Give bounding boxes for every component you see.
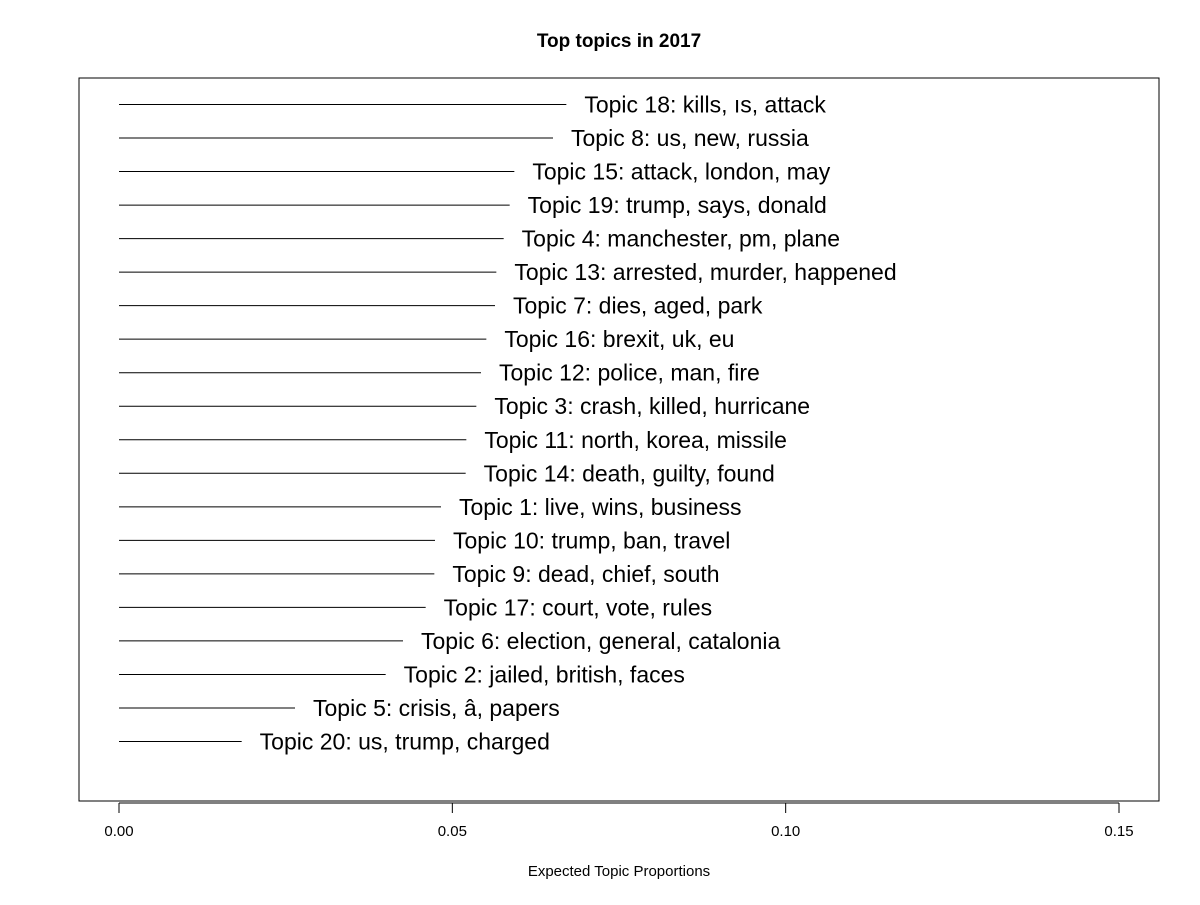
x-axis-title: Expected Topic Proportions bbox=[528, 863, 710, 880]
plot-frame bbox=[78, 77, 1160, 802]
topic-label: Topic 11: north, korea, missile bbox=[484, 427, 787, 453]
topic-label: Topic 6: election, general, catalonia bbox=[421, 628, 780, 654]
chart-title: Top topics in 2017 bbox=[537, 31, 701, 52]
topic-label: Topic 19: trump, says, donald bbox=[528, 192, 827, 218]
topic-label: Topic 13: arrested, murder, happened bbox=[514, 259, 896, 285]
topic-label: Topic 1: live, wins, business bbox=[459, 494, 742, 520]
topic-label: Topic 7: dies, aged, park bbox=[513, 293, 763, 319]
topic-label: Topic 4: manchester, pm, plane bbox=[522, 226, 840, 252]
topic-label: Topic 5: crisis, â, papers bbox=[313, 695, 560, 721]
topic-label: Topic 20: us, trump, charged bbox=[260, 729, 550, 755]
topic-label: Topic 14: death, guilty, found bbox=[484, 460, 775, 486]
topic-label: Topic 16: brexit, uk, eu bbox=[504, 326, 734, 352]
topic-label: Topic 2: jailed, british, faces bbox=[404, 661, 685, 687]
topic-label: Topic 12: police, man, fire bbox=[499, 360, 760, 386]
topic-label: Topic 8: us, new, russia bbox=[571, 125, 809, 151]
topic-label: Topic 9: dead, chief, south bbox=[452, 561, 719, 587]
x-tick-label: 0.10 bbox=[771, 823, 800, 840]
topic-bars bbox=[119, 104, 567, 742]
x-axis-ticks: 0.00 0.05 0.10 0.15 bbox=[104, 803, 1134, 840]
topic-label: Topic 18: kills, ıs, attack bbox=[584, 92, 826, 118]
topic-label: Topic 17: court, vote, rules bbox=[444, 594, 712, 620]
topic-label: Topic 3: crash, killed, hurricane bbox=[494, 393, 810, 419]
topic-label: Topic 10: trump, ban, travel bbox=[453, 527, 730, 553]
topic-labels: Topic 18: kills, ıs, attack Topic 8: us, … bbox=[260, 92, 897, 755]
x-tick-label: 0.15 bbox=[1104, 823, 1133, 840]
x-tick-label: 0.05 bbox=[438, 823, 467, 840]
x-tick-label: 0.00 bbox=[104, 823, 133, 840]
topic-label: Topic 15: attack, london, may bbox=[532, 159, 830, 185]
